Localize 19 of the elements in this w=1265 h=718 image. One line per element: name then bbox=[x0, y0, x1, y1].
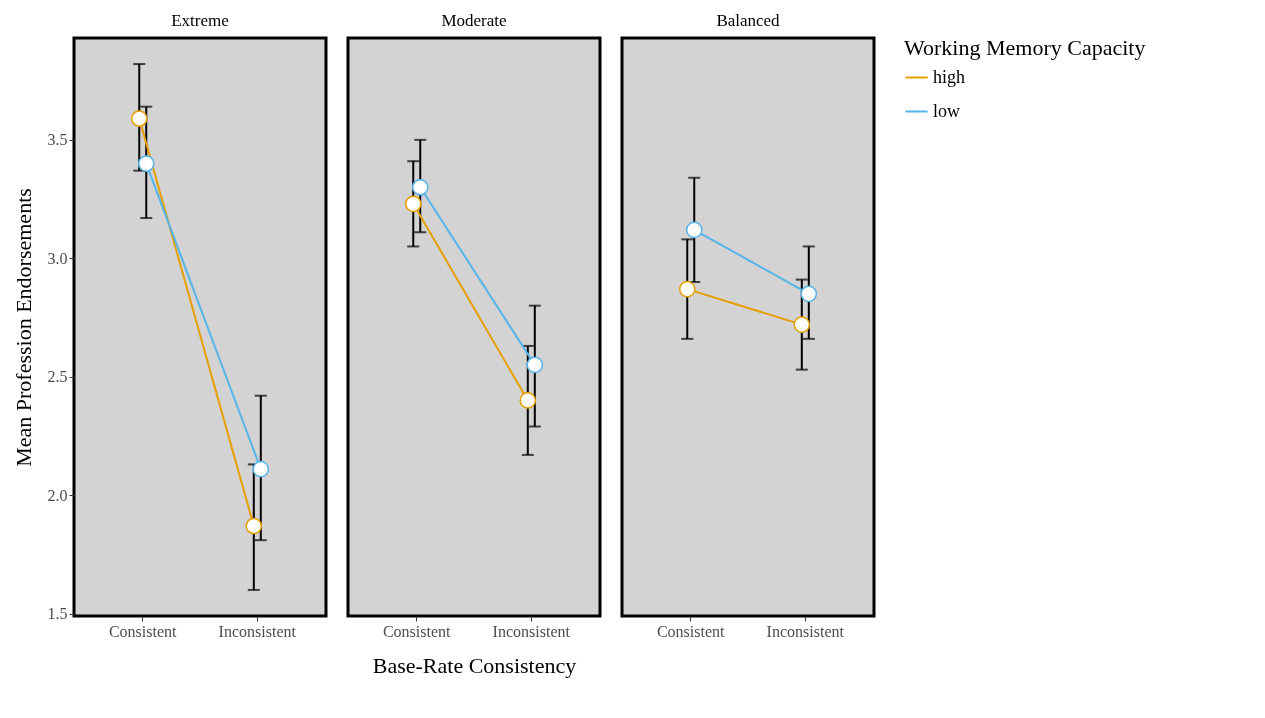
x-tick-label: Consistent bbox=[382, 622, 452, 640]
y-tick-label: 2.0 bbox=[47, 486, 68, 504]
chart-title: Extreme bbox=[171, 11, 229, 30]
x-tick-label: Inconsistent bbox=[492, 622, 571, 640]
x-tick-label: Consistent bbox=[108, 622, 178, 640]
x-axis-title: Base-Rate Consistency bbox=[372, 652, 577, 678]
x-tick-label: Inconsistent bbox=[218, 622, 297, 640]
legend-label: high bbox=[933, 66, 966, 87]
legend-label: low bbox=[933, 100, 960, 121]
chart-title: Moderate bbox=[441, 11, 507, 30]
legend-title: Working Memory Capacity bbox=[904, 35, 1146, 60]
x-tick-label: Inconsistent bbox=[766, 622, 845, 640]
y-tick-label: 2.5 bbox=[47, 368, 68, 386]
y-tick-label: 3.0 bbox=[47, 249, 68, 267]
chart-title: Balanced bbox=[716, 11, 781, 30]
y-tick-label: 3.5 bbox=[47, 131, 68, 149]
y-axis-title: Mean Profession Endorsements bbox=[10, 188, 36, 467]
x-tick-label: Consistent bbox=[656, 622, 726, 640]
y-tick-label: 1.5 bbox=[47, 605, 68, 623]
